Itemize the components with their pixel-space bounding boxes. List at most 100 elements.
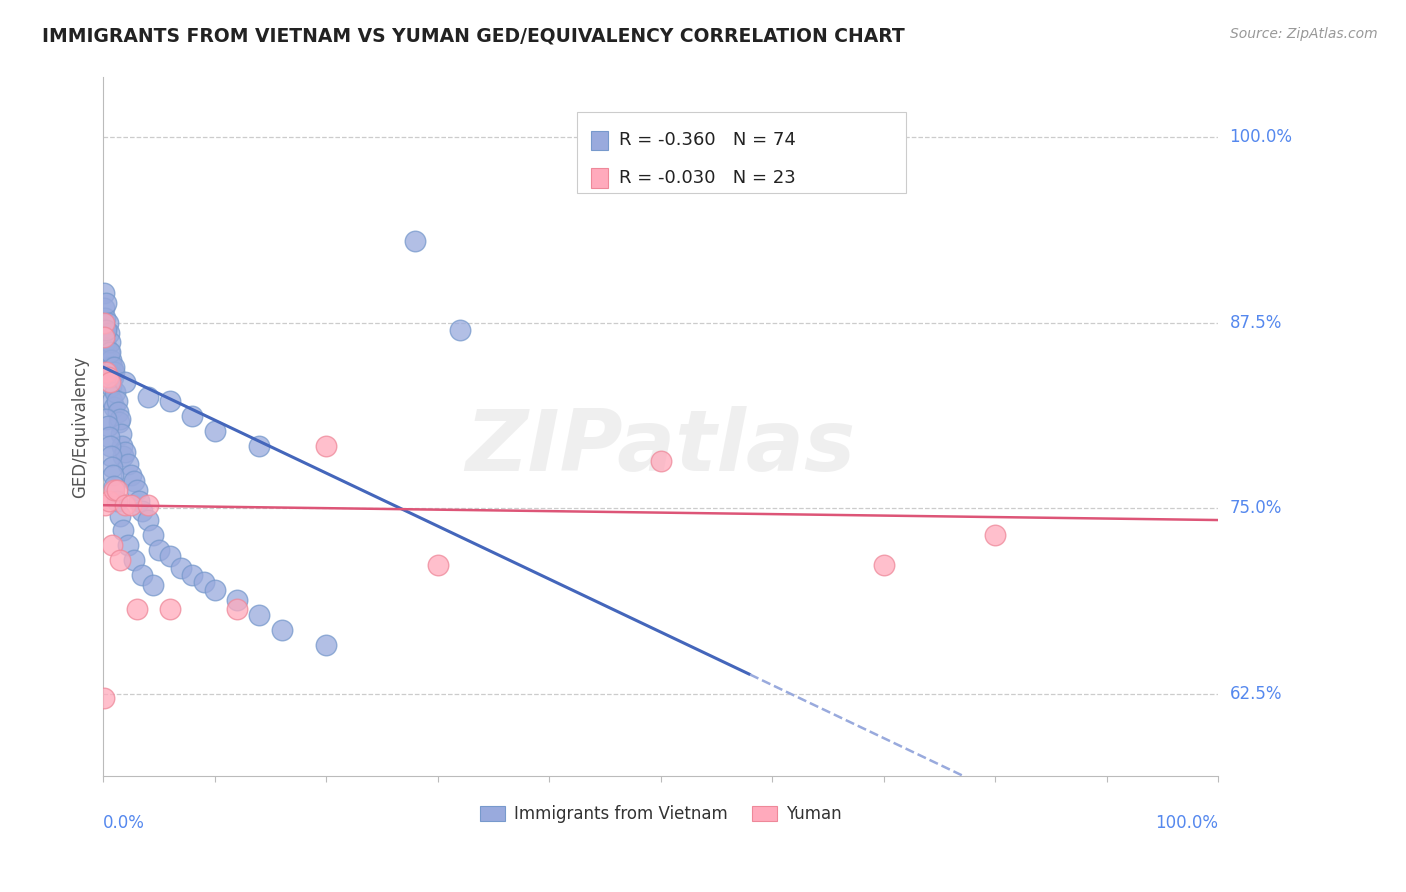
Point — [136, 498, 159, 512]
Point — [148, 542, 170, 557]
Point — [93, 285, 115, 300]
Point — [131, 504, 153, 518]
Point — [117, 538, 139, 552]
Point — [98, 334, 121, 349]
Point — [96, 323, 118, 337]
Point — [97, 430, 120, 444]
Point — [96, 341, 118, 355]
Text: 62.5%: 62.5% — [1230, 685, 1282, 703]
Point — [404, 234, 426, 248]
Point — [97, 360, 120, 375]
Point — [101, 394, 124, 409]
Point — [114, 375, 136, 389]
Point — [97, 316, 120, 330]
Point — [136, 513, 159, 527]
Point — [873, 558, 896, 572]
Bar — [591, 169, 607, 188]
Point — [96, 365, 118, 379]
Point — [105, 394, 128, 409]
Point — [181, 409, 204, 423]
Point — [159, 394, 181, 409]
Point — [93, 330, 115, 344]
Point — [204, 424, 226, 438]
Point — [226, 593, 249, 607]
Point — [94, 323, 117, 337]
Point — [124, 553, 146, 567]
Point — [97, 345, 120, 359]
Bar — [591, 130, 607, 150]
Point — [107, 415, 129, 429]
Point — [247, 439, 270, 453]
Point — [101, 459, 124, 474]
Point — [114, 498, 136, 512]
Point — [101, 468, 124, 483]
Point — [120, 498, 142, 512]
Point — [97, 419, 120, 434]
Point — [103, 365, 125, 379]
Point — [131, 568, 153, 582]
Point — [204, 582, 226, 597]
Point — [108, 553, 131, 567]
Point — [105, 483, 128, 498]
Point — [117, 457, 139, 471]
Point — [142, 578, 165, 592]
Point — [103, 483, 125, 498]
Text: ZIPatlas: ZIPatlas — [465, 406, 856, 489]
Text: 0.0%: 0.0% — [103, 814, 145, 832]
Point — [193, 575, 215, 590]
Point — [101, 538, 124, 552]
Text: 75.0%: 75.0% — [1230, 500, 1282, 517]
Point — [247, 608, 270, 623]
Text: R = -0.030   N = 23: R = -0.030 N = 23 — [619, 169, 796, 187]
Point — [98, 345, 121, 359]
Point — [94, 498, 117, 512]
Point — [96, 412, 118, 426]
Point — [103, 400, 125, 414]
Point — [103, 479, 125, 493]
Point — [270, 623, 292, 637]
Point — [97, 352, 120, 367]
Point — [108, 508, 131, 523]
Text: 87.5%: 87.5% — [1230, 313, 1282, 332]
Point — [101, 360, 124, 375]
Point — [315, 439, 337, 453]
Point — [128, 493, 150, 508]
Point — [103, 360, 125, 375]
Point — [114, 444, 136, 458]
Point — [426, 558, 449, 572]
Text: IMMIGRANTS FROM VIETNAM VS YUMAN GED/EQUIVALENCY CORRELATION CHART: IMMIGRANTS FROM VIETNAM VS YUMAN GED/EQU… — [42, 27, 905, 45]
Point — [125, 483, 148, 498]
Text: 100.0%: 100.0% — [1156, 814, 1219, 832]
Legend: Immigrants from Vietnam, Yuman: Immigrants from Vietnam, Yuman — [474, 798, 848, 830]
Point — [181, 568, 204, 582]
Point — [94, 334, 117, 349]
Point — [100, 379, 122, 393]
Point — [449, 323, 471, 337]
Point — [125, 602, 148, 616]
Point — [136, 390, 159, 404]
Point — [110, 426, 132, 441]
Point — [98, 368, 121, 382]
Text: Source: ZipAtlas.com: Source: ZipAtlas.com — [1230, 27, 1378, 41]
Point — [104, 385, 127, 400]
Point — [94, 311, 117, 326]
Point — [124, 475, 146, 489]
Point — [100, 352, 122, 367]
Text: 100.0%: 100.0% — [1230, 128, 1292, 146]
Point — [111, 439, 134, 453]
Point — [159, 549, 181, 563]
Point — [170, 560, 193, 574]
Point — [112, 524, 135, 538]
Point — [142, 528, 165, 542]
Point — [226, 602, 249, 616]
Point — [100, 449, 122, 463]
Text: R = -0.360   N = 74: R = -0.360 N = 74 — [619, 131, 796, 150]
Point — [98, 375, 121, 389]
Point — [97, 370, 120, 384]
Point — [97, 493, 120, 508]
Point — [98, 439, 121, 453]
Point — [93, 316, 115, 330]
Point — [97, 326, 120, 340]
Y-axis label: GED/Equivalency: GED/Equivalency — [72, 355, 89, 498]
Point — [101, 370, 124, 384]
